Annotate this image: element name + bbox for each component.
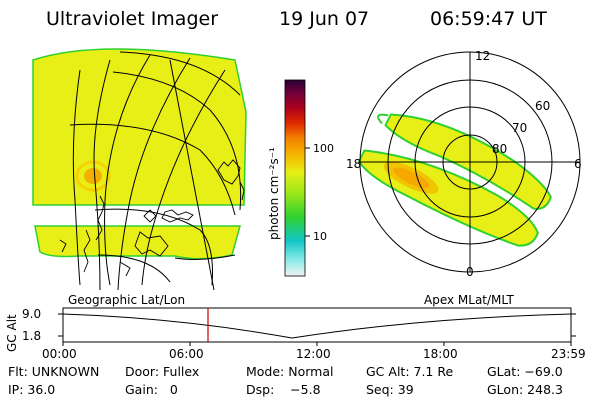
geo-upper-image [32, 48, 247, 206]
date-label: 19 Jun 07 [279, 8, 370, 30]
color-bar-label: photon cm⁻²s⁻¹ [267, 147, 281, 240]
status-seq: Seq: 39 [366, 382, 414, 397]
altitude-plot-frame [62, 307, 572, 343]
status-gc-alt: GC Alt: 7.1 Re [366, 364, 454, 379]
color-bar-tick-100: 100 [313, 142, 334, 155]
mlt-6-label: 6 [574, 157, 582, 171]
mlt-12-label: 12 [475, 49, 490, 63]
color-bar-gradient [284, 79, 306, 277]
x-tick-0000: 00:00 [42, 347, 77, 361]
lat-80-label: 80 [492, 142, 507, 156]
alt-tick-9: 9.0 [22, 307, 41, 321]
lat-70-label: 70 [512, 121, 527, 135]
mlt-18-label: 18 [346, 157, 361, 171]
alt-tick-1-8: 1.8 [22, 329, 41, 343]
status-door: Door: Fullex [125, 364, 200, 379]
x-tick-2359: 23:59 [551, 347, 586, 361]
x-tick-1200: 12:00 [296, 347, 331, 361]
status-mode: Mode: Normal [246, 364, 334, 379]
status-dsp: Dsp: −5.8 [246, 382, 321, 397]
lat-60-label: 60 [535, 99, 550, 113]
x-tick-1800: 18:00 [423, 347, 458, 361]
status-flt: Flt: UNKNOWN [8, 364, 100, 379]
mlt-0-label: 0 [466, 265, 474, 279]
status-ip: IP: 36.0 [8, 382, 56, 397]
status-gain: Gain: 0 [125, 382, 178, 397]
time-label: 06:59:47 UT [430, 8, 547, 30]
alt-ylabel: GC Alt [5, 314, 19, 352]
polar-caption: Apex MLat/MLT [424, 293, 514, 307]
geo-bright-spot [84, 168, 102, 184]
altitude-curve [62, 313, 572, 339]
status-glon: GLon: 248.3 [487, 382, 563, 397]
instrument-title: Ultraviolet Imager [46, 8, 219, 30]
x-tick-0600: 06:00 [169, 347, 204, 361]
geo-caption: Geographic Lat/Lon [68, 293, 186, 307]
color-bar-tick-10: 10 [313, 230, 327, 243]
status-glat: GLat: −69.0 [487, 364, 563, 379]
